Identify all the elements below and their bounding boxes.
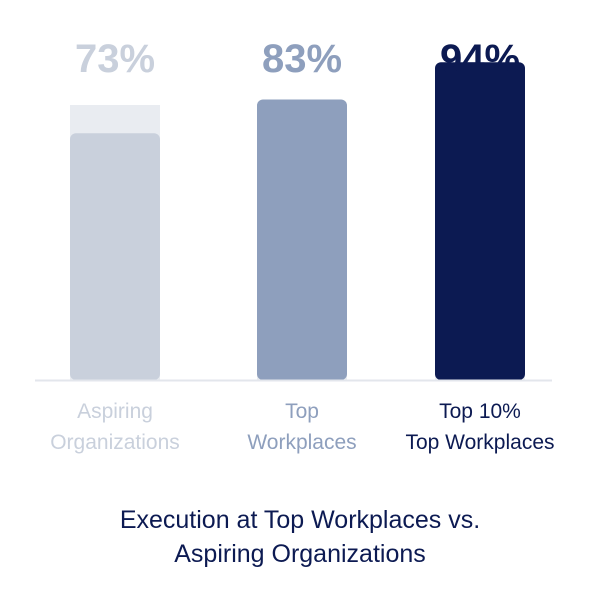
bar-2: [257, 99, 347, 381]
value-label-1: 73%: [75, 37, 155, 81]
category-label-1-line-1: Aspiring: [77, 400, 153, 423]
bars: [70, 62, 525, 381]
chart-title-line-1: Execution at Top Workplaces vs.: [120, 506, 480, 534]
value-labels: 73% 83% 94%: [75, 37, 520, 81]
category-labels: Aspiring Organizations Top Workplaces Top 10…: [50, 400, 554, 454]
bar-3: [435, 62, 525, 380]
category-label-2-line-1: Top: [285, 400, 319, 423]
category-label-3-line-1: Top 10%: [439, 400, 521, 423]
chart-title-line-2: Aspiring Organizations: [174, 540, 426, 568]
value-label-3: 94%: [440, 37, 520, 81]
chart-title: Execution at Top Workplaces vs. Aspiring …: [120, 506, 480, 568]
category-label-3-line-2: Top Workplaces: [405, 431, 554, 454]
value-label-2: 83%: [262, 37, 342, 81]
category-label-2-line-2: Workplaces: [247, 431, 356, 454]
bar-1: [70, 133, 160, 380]
category-label-1-line-2: Organizations: [50, 431, 180, 454]
